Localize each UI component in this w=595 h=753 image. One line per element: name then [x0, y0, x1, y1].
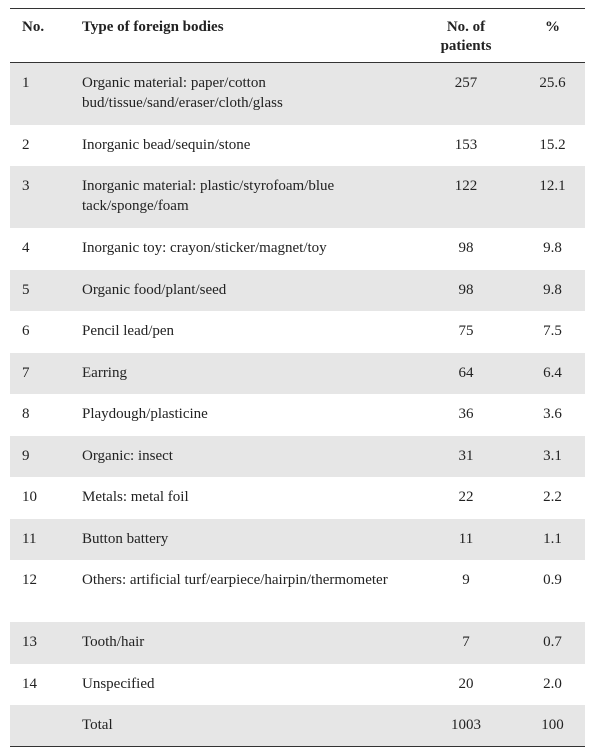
table-row: 11 Button battery 11 1.1 [10, 518, 585, 560]
table-cell: Others: artificial turf/earpiece/hairpin… [82, 572, 388, 588]
table-cell: 9.8 [543, 281, 562, 298]
table-cell: 1.1 [543, 530, 562, 547]
table-cell: Metals: metal foil [82, 489, 189, 505]
table-cell: 31 [458, 447, 474, 464]
table-cell: Organic: insect [82, 447, 173, 464]
header-cell: % [545, 19, 560, 35]
table-cell: 9.8 [543, 240, 562, 256]
table-row: 6 Pencil lead/pen 75 7.5 [10, 311, 585, 353]
table-cell: Button battery [82, 530, 169, 547]
table-cell: 75 [458, 323, 474, 339]
table-cell: 5 [22, 281, 30, 298]
table-cell: Organic material: paper/cotton bud/tissu… [82, 75, 283, 111]
table-row: 5 Organic food/plant/seed 98 9.8 [10, 269, 585, 311]
table-cell: 9 [22, 447, 30, 464]
table-cell: 7.5 [543, 323, 562, 339]
table-cell: 2.0 [543, 675, 562, 692]
table-cell: 15.2 [539, 136, 566, 153]
table-row: 13 Tooth/hair 7 0.7 [10, 622, 585, 664]
table-cell: Tooth/hair [82, 634, 145, 650]
table-cell: 64 [458, 364, 474, 381]
table-cell: 122 [454, 178, 478, 194]
table-cell: 6 [22, 323, 30, 339]
table-cell: 11 [458, 530, 474, 547]
table-cell: 4 [22, 240, 30, 256]
table-cell: 13 [22, 634, 37, 650]
table-cell: Playdough/plasticine [82, 406, 208, 422]
table-cell: 25.6 [539, 75, 566, 91]
table-cell: Inorganic toy: crayon/sticker/magnet/toy [82, 240, 327, 256]
table-cell: Inorganic bead/sequin/stone [82, 136, 251, 153]
table-cell: 2 [22, 136, 30, 153]
table-cell: 14 [22, 675, 37, 692]
table-cell: 7 [462, 634, 470, 650]
table-row: 8 Playdough/plasticine 36 3.6 [10, 394, 585, 436]
table-cell: 98 [458, 281, 474, 298]
table-row: 10 Metals: metal foil 22 2.2 [10, 477, 585, 519]
header-cell: No. [22, 19, 45, 35]
table-row: 4 Inorganic toy: crayon/sticker/magnet/to… [10, 228, 585, 270]
table-cell: 22 [458, 489, 474, 505]
table-cell: Earring [82, 364, 127, 381]
table-cell: 12.1 [539, 178, 566, 194]
table-cell: Inorganic material: plastic/styrofoam/bl… [82, 178, 335, 214]
table-row: 7 Earring 64 6.4 [10, 352, 585, 394]
table-cell: 3 [22, 178, 30, 194]
table-row: 1 Organic material: paper/cotton bud/tiss… [10, 62, 585, 125]
table-cell: 153 [454, 136, 478, 153]
total-row: Total 1003 100 [10, 705, 585, 747]
table-row: 2 Inorganic bead/sequin/stone 153 15.2 [10, 125, 585, 167]
table-cell: 8 [22, 406, 30, 422]
table-cell: Organic food/plant/seed [82, 281, 227, 298]
table-cell: 100 [541, 717, 564, 733]
table-cell: 3.1 [543, 447, 562, 464]
table-cell: 1003 [451, 717, 481, 733]
table-cell: 1 [22, 75, 30, 91]
table-cell: 3.6 [543, 406, 562, 422]
table-row: 3 Inorganic material: plastic/styrofoam/b… [10, 166, 585, 228]
table-cell: 0.7 [543, 634, 562, 650]
table-cell: 0.9 [543, 572, 562, 588]
table-cell: 2.2 [543, 489, 562, 505]
table-row: 9 Organic: insect 31 3.1 [10, 435, 585, 477]
table-row: 12 Others: artificial turf/earpiece/hairp… [10, 560, 585, 622]
header-cell: Type of foreign bodies [82, 19, 224, 35]
table-cell: 11 [22, 530, 37, 547]
table-cell: 7 [22, 364, 30, 381]
data-table: No. Type of foreign bodies No. of patien… [10, 8, 585, 747]
table-cell: Unspecified [82, 675, 155, 692]
table-cell: Pencil lead/pen [82, 323, 175, 339]
table-cell: Total [82, 717, 113, 733]
table-row: 14 Unspecified 20 2.0 [10, 664, 585, 706]
table-cell: 10 [22, 489, 37, 505]
table-cell: 9 [462, 572, 470, 588]
table-cell: 98 [458, 240, 474, 256]
table-cell: 20 [458, 675, 474, 692]
table-cell: 12 [22, 572, 37, 588]
table-cell: 36 [458, 406, 474, 422]
table-cell [10, 705, 82, 747]
table-body: 1 Organic material: paper/cotton bud/tiss… [10, 62, 585, 747]
table-header: No. Type of foreign bodies No. of patien… [10, 8, 585, 63]
header-cell: No. of patients [440, 19, 492, 54]
table-cell: 257 [454, 75, 478, 91]
table-cell: 6.4 [543, 364, 562, 381]
